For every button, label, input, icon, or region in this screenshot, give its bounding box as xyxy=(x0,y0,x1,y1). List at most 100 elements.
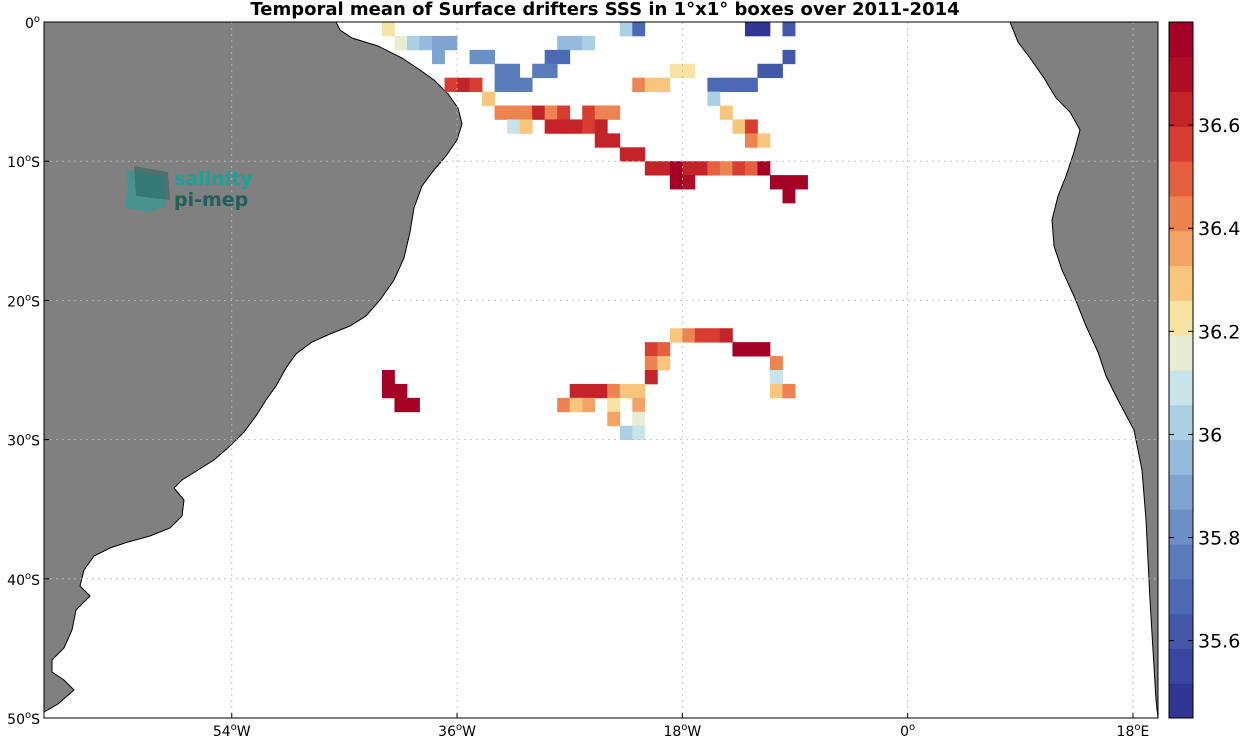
sss-cell xyxy=(669,175,683,190)
sss-cell xyxy=(557,119,571,134)
sss-cell xyxy=(657,342,671,357)
sss-cell xyxy=(544,63,558,79)
sss-cell xyxy=(582,397,596,413)
sss-cell xyxy=(657,161,671,176)
sss-cell xyxy=(619,425,633,440)
sss-cell xyxy=(632,411,646,427)
colorbar-tick-label: 36.6 xyxy=(1198,115,1240,137)
x-tick-label: 36oW xyxy=(438,722,476,740)
sss-cell xyxy=(544,105,558,120)
sss-cell xyxy=(594,133,608,148)
y-tick-label: 0o xyxy=(25,14,40,32)
colorbar-segment xyxy=(1169,91,1193,127)
sss-cell xyxy=(707,161,721,176)
sss-cell xyxy=(482,49,496,65)
sss-cell xyxy=(544,119,558,134)
sss-cell xyxy=(607,105,621,120)
sss-cell xyxy=(532,105,546,120)
colorbar-tick-label: 35.6 xyxy=(1198,631,1240,653)
colorbar-segment xyxy=(1169,230,1193,267)
sss-cell xyxy=(582,35,596,51)
sss-cell xyxy=(644,77,658,92)
colorbar-tick-label: 36 xyxy=(1198,424,1222,446)
sss-cell xyxy=(381,383,395,399)
colorbar-segment xyxy=(1169,335,1193,371)
sss-cell xyxy=(757,133,771,148)
sss-cell xyxy=(644,370,658,385)
sss-cell xyxy=(619,383,633,399)
logo-text-salinity: salinity xyxy=(174,168,253,190)
colorbar-segment xyxy=(1169,265,1193,301)
sss-cell xyxy=(444,77,458,92)
sss-cell xyxy=(732,161,746,176)
sss-cell xyxy=(469,77,483,92)
sss-cell xyxy=(494,77,508,92)
sss-cell xyxy=(732,119,746,134)
sss-cell xyxy=(757,22,771,37)
sss-cell xyxy=(394,397,408,413)
sss-cell xyxy=(619,22,633,37)
y-tick-label: 20oS xyxy=(7,292,40,310)
sss-cell xyxy=(507,105,521,120)
sss-cell xyxy=(381,22,395,37)
sss-cell xyxy=(657,356,671,371)
colorbar-segment xyxy=(1169,56,1193,93)
colorbar-segment xyxy=(1169,474,1193,510)
sss-cell xyxy=(444,35,458,51)
logo-text-pi-mep: pi-mep xyxy=(174,189,248,211)
x-tick-label: 0o xyxy=(900,722,915,740)
colorbar-segment xyxy=(1169,544,1193,580)
sss-cell xyxy=(569,35,583,51)
sss-cell xyxy=(744,342,758,357)
sss-cell xyxy=(707,328,721,343)
sss-cell xyxy=(769,63,783,79)
sss-cell xyxy=(719,328,733,343)
x-tick-label: 18oW xyxy=(663,722,701,740)
sss-cell xyxy=(682,161,696,176)
sss-cell xyxy=(644,161,658,176)
sss-cell xyxy=(569,119,583,134)
y-axis-ticks: 0o 10oS 20oS 30oS 40oS 50oS xyxy=(7,14,49,728)
sss-cell xyxy=(582,383,596,399)
colorbar-tick-label: 36.2 xyxy=(1198,321,1240,343)
colorbar xyxy=(1169,22,1193,719)
sss-cell xyxy=(607,383,621,399)
sss-cell xyxy=(669,328,683,343)
colorbar-segment xyxy=(1169,613,1193,649)
sss-cell xyxy=(594,119,608,134)
sss-cell xyxy=(744,22,758,37)
africa-land xyxy=(1009,21,1159,719)
colorbar-frame xyxy=(1168,21,1194,719)
sss-cell xyxy=(769,356,783,371)
x-tick-label: 18oE xyxy=(1117,722,1150,740)
sss-cell xyxy=(632,77,646,92)
sss-cell xyxy=(782,383,796,399)
sss-cell xyxy=(707,91,721,106)
colorbar-segment xyxy=(1169,370,1193,406)
sss-cell xyxy=(732,77,746,92)
colorbar-segment xyxy=(1169,509,1193,545)
sss-cell xyxy=(719,105,733,120)
sss-cell xyxy=(432,35,445,51)
sss-cell xyxy=(519,77,533,92)
colorbar-segment xyxy=(1169,22,1193,58)
sss-cell xyxy=(795,175,808,190)
sss-cell xyxy=(557,397,571,413)
sss-cell xyxy=(532,63,546,79)
sss-cell xyxy=(557,105,571,120)
sss-cell xyxy=(607,397,621,413)
y-tick-label: 50oS xyxy=(7,710,40,728)
sss-cell xyxy=(569,383,583,399)
sss-cell xyxy=(394,383,408,399)
colorbar-segment xyxy=(1169,196,1193,232)
sss-cell xyxy=(457,77,470,92)
sss-cell xyxy=(632,22,646,37)
sss-cell xyxy=(782,49,796,65)
colorbar-segment xyxy=(1169,126,1193,162)
colorbar-segment xyxy=(1169,161,1193,197)
sss-cell xyxy=(644,342,658,357)
sss-cell xyxy=(694,161,708,176)
sss-cell xyxy=(519,105,533,120)
y-tick-label: 40oS xyxy=(7,571,40,589)
colorbar-segment xyxy=(1169,648,1193,684)
